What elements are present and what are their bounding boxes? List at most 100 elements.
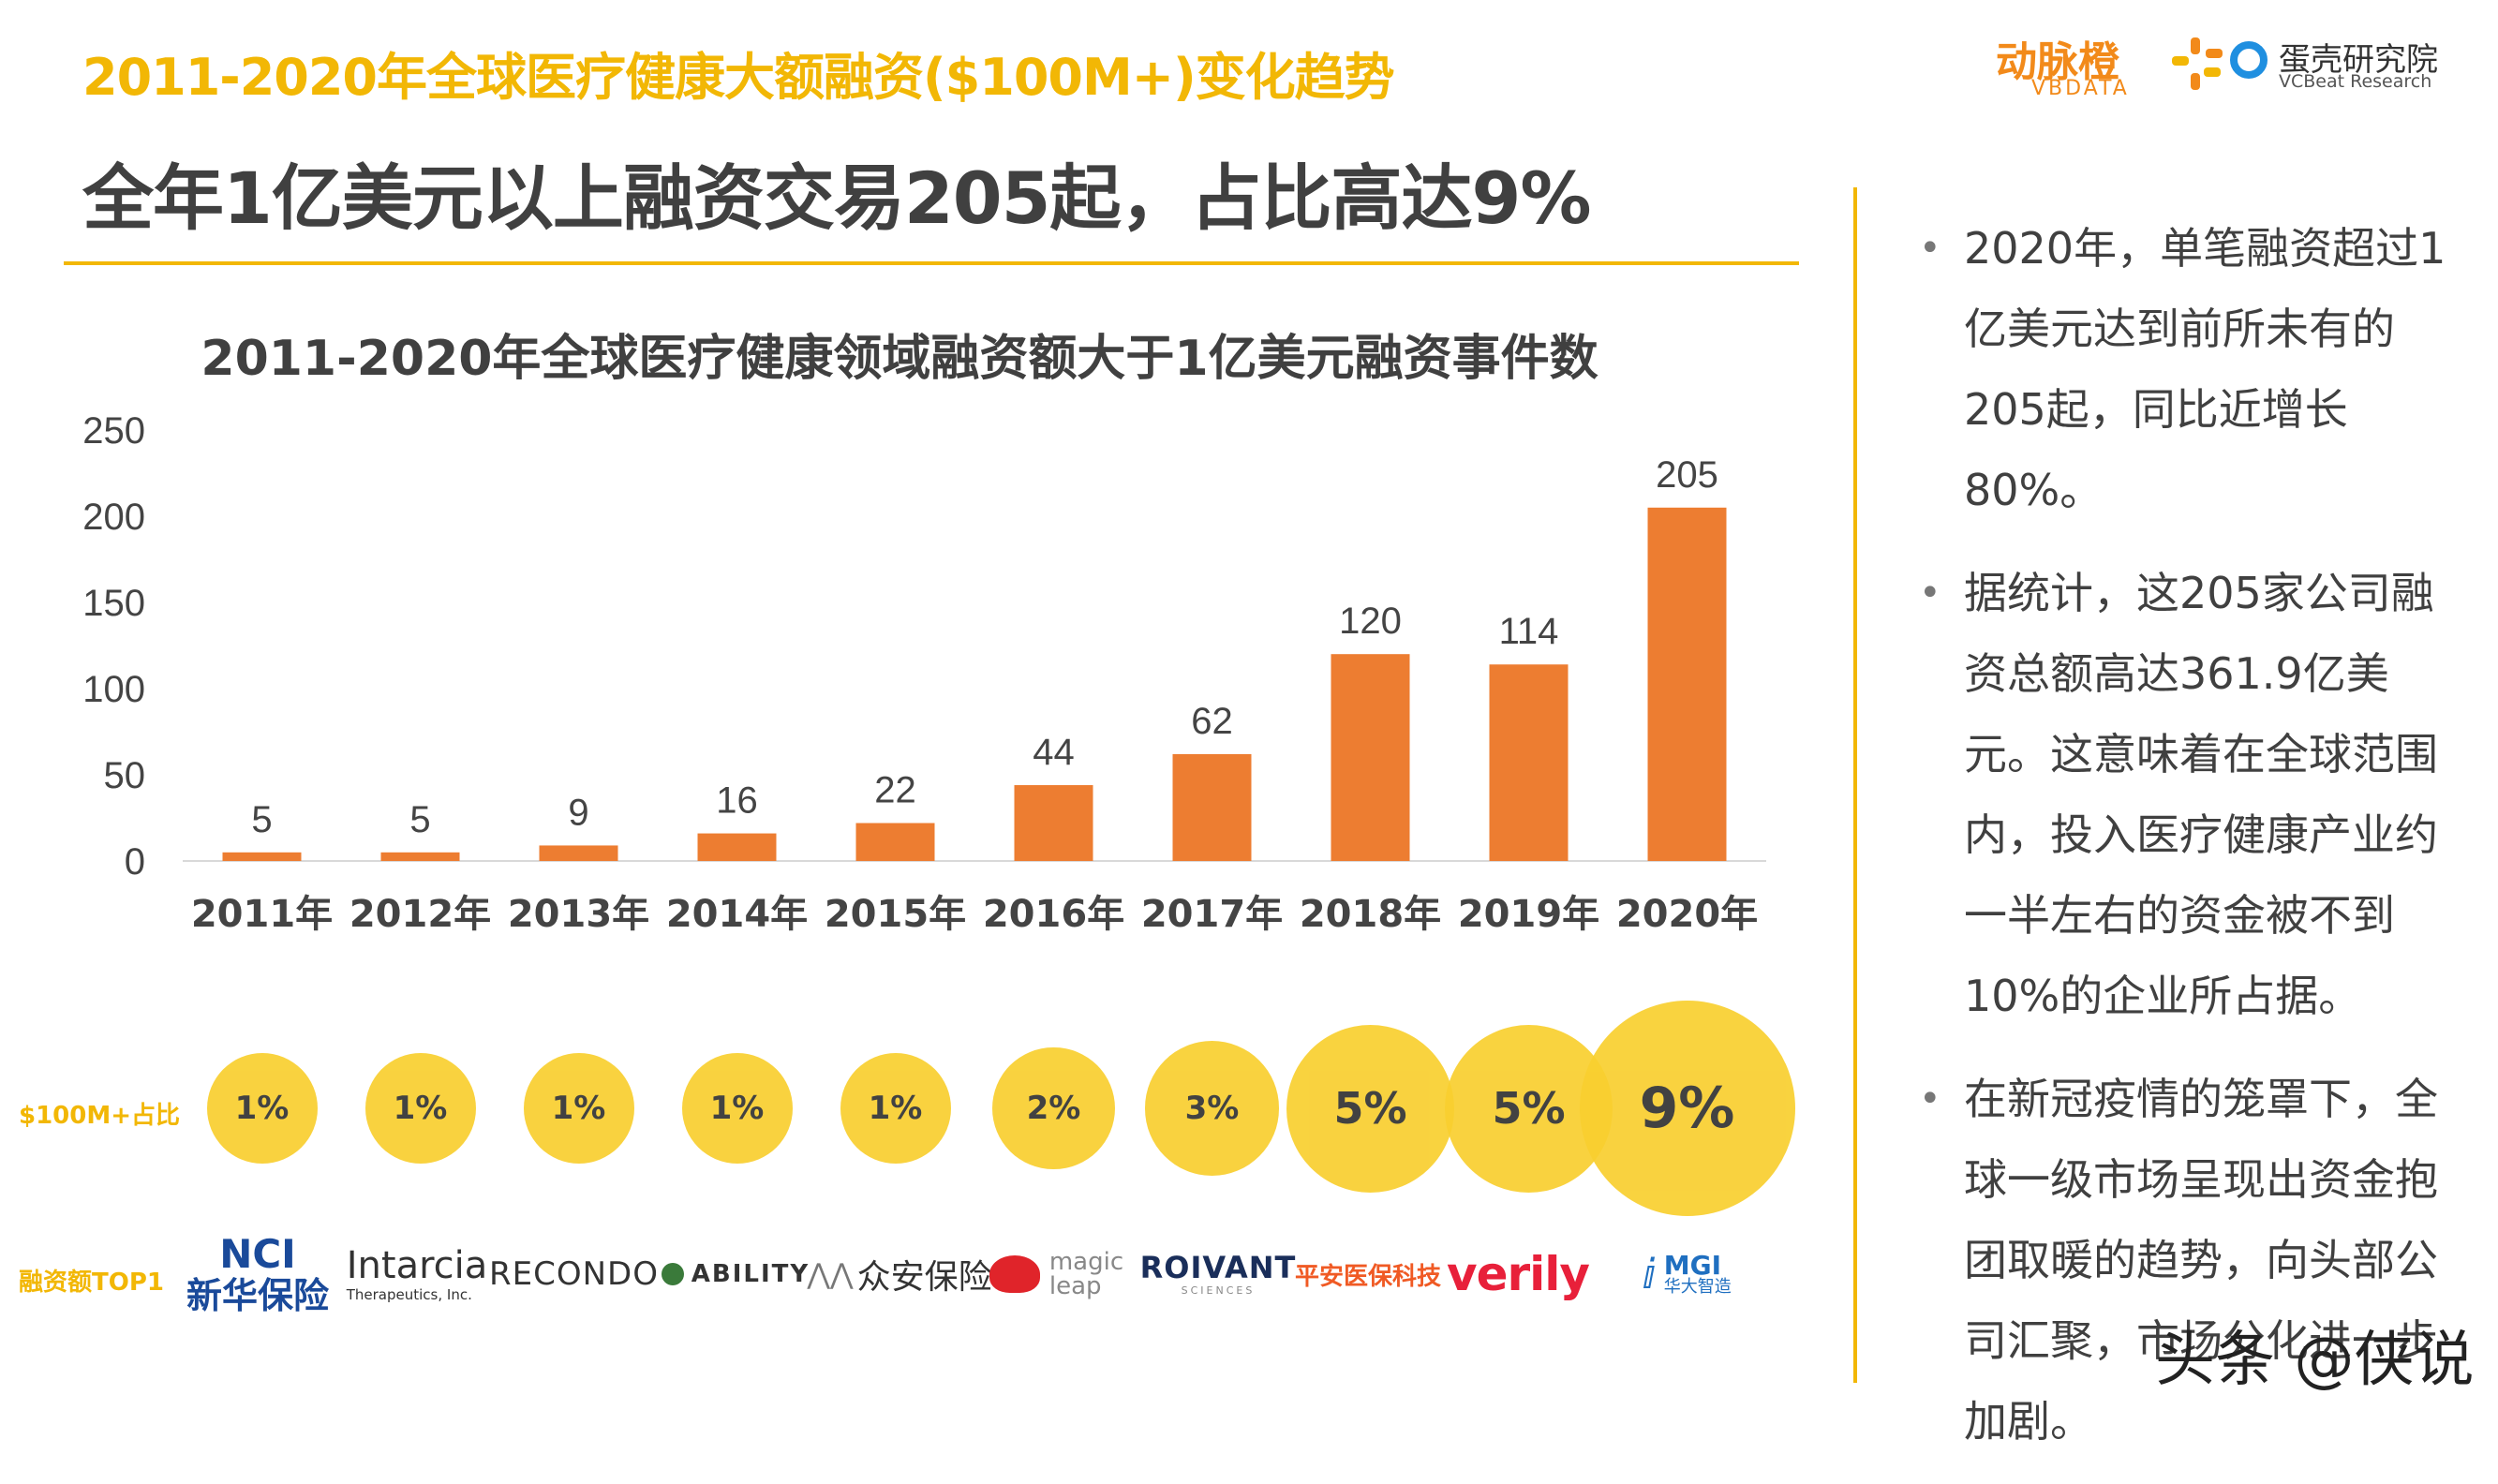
- share-bubble: 5%: [1286, 1024, 1454, 1193]
- bar-data-label: 9: [568, 792, 588, 833]
- company-logo-zhongan: ⋀⋀ 众安保险: [807, 1227, 991, 1321]
- bar-data-label: 22: [874, 770, 916, 811]
- insight-bullet-text: 据统计，这205家公司融资总额高达361.9亿美元。这意味着在全球范围内，投入医…: [1964, 568, 2438, 1021]
- bullet-dot-icon: •: [1919, 227, 1941, 270]
- company-logo-nci-line2: 新华保险: [186, 1275, 329, 1316]
- bar-data-label: 16: [716, 780, 758, 822]
- share-bubble: 3%: [1144, 1041, 1280, 1176]
- x-tick-label: 2016年: [983, 893, 1124, 936]
- magicleap-mark-icon: [989, 1255, 1040, 1293]
- bar-data-label: 120: [1339, 601, 1402, 642]
- vcbeat-logo-en: VCBeat Research: [2279, 71, 2432, 92]
- bar: [1172, 753, 1252, 861]
- y-tick-label: 100: [82, 669, 145, 710]
- bar-chart: 0 50 100 150 200 250 5 2011年 5 2012年 9 2013年 16 2014年…: [82, 410, 1766, 936]
- bar: [380, 852, 460, 861]
- bar-data-label: 5: [251, 799, 272, 840]
- side-divider: [1853, 187, 1857, 1383]
- x-tick-label: 2012年: [349, 893, 491, 936]
- bar-data-label: 5: [409, 799, 430, 840]
- share-bubble: 2%: [992, 1046, 1115, 1170]
- x-tick-label: 2017年: [1141, 893, 1283, 936]
- vbdata-logo-cn: 动脉橙: [1996, 38, 2119, 86]
- insight-bullet-text: 2020年，单笔融资超过1亿美元达到前所未有的205起，同比近增长80%。: [1964, 223, 2446, 515]
- share-row-label: $100M+占比: [19, 1102, 181, 1130]
- insight-bullet: • 2020年，单笔融资超过1亿美元达到前所未有的205起，同比近增长80%。: [1911, 208, 2474, 530]
- company-logo-ability: ABILITY: [656, 1227, 815, 1321]
- insight-bullets: • 2020年，单笔融资超过1亿美元达到前所未有的205起，同比近增长80%。 …: [1911, 208, 2474, 1484]
- mgi-mark-icon: ⅈ: [1642, 1250, 1657, 1298]
- company-logo-nci-line1: NCI: [219, 1231, 296, 1277]
- y-tick-label: 250: [82, 410, 145, 452]
- company-logo-intarcia-line1: Intarcia: [346, 1243, 488, 1287]
- vbdata-logo-en: VBDATA: [2031, 77, 2130, 100]
- headline: 全年1亿美元以上融资交易205起，占比高达9%: [82, 156, 1592, 240]
- insight-bullet: • 据统计，这205家公司融资总额高达361.9亿美元。这意味着在全球范围内，投…: [1911, 553, 2474, 1036]
- bar: [855, 823, 935, 861]
- company-logo-roivant-line1: ROIVANT: [1139, 1250, 1297, 1285]
- x-tick-label: 2018年: [1300, 893, 1441, 936]
- company-logo-pingan-text: 平安医保科技: [1295, 1262, 1442, 1291]
- company-logo-verily: verily: [1446, 1227, 1590, 1321]
- company-logo-mgi: ⅈ MGI 华大智造: [1616, 1227, 1757, 1321]
- bar-data-label: 205: [1656, 454, 1718, 496]
- y-tick-label: 0: [125, 841, 145, 883]
- bar-data-label: 114: [1499, 611, 1559, 652]
- bar: [539, 845, 618, 861]
- x-tick-label: 2011年: [191, 893, 333, 936]
- bullet-dot-icon: •: [1919, 571, 1941, 615]
- company-logo-roivant: ROIVANT SCIENCES: [1140, 1227, 1296, 1321]
- bar: [1331, 654, 1410, 861]
- insight-bullet: • 在新冠疫情的笼罩下，全球一级市场呈现出资金抱团取暖的趋势，向头部公司汇聚，市…: [1911, 1059, 2474, 1462]
- company-logo-recondo-text: RECONDO: [489, 1255, 659, 1293]
- bullet-dot-icon: •: [1919, 1077, 1941, 1120]
- bar: [1489, 664, 1569, 861]
- company-logo-verily-text: verily: [1446, 1247, 1590, 1301]
- chart-title: 2011-2020年全球医疗健康领域融资额大于1亿美元融资事件数: [201, 331, 1598, 387]
- company-logo-nci: NCI 新华保险: [183, 1227, 333, 1321]
- vcbeat-logo: 蛋壳研究院 VCBeat Research: [2230, 34, 2464, 99]
- x-tick-label: 2013年: [508, 893, 649, 936]
- bar: [1647, 507, 1727, 861]
- company-logo-recondo: RECONDO: [489, 1227, 658, 1321]
- x-tick-label: 2019年: [1458, 893, 1599, 936]
- zhongan-mark-icon: ⋀⋀: [807, 1257, 854, 1291]
- vbdata-mark-icon: [2172, 37, 2223, 90]
- vbdata-logo: 动脉橙 VBDATA: [1996, 28, 2223, 103]
- company-logo-intarcia: Intarcia Therapeutics, Inc.: [342, 1227, 492, 1321]
- bar: [697, 833, 777, 861]
- company-logo-zhongan-text: 众安保险: [856, 1258, 992, 1297]
- top-company-row-label: 融资额TOP1: [19, 1269, 164, 1297]
- x-tick-label: 2015年: [825, 893, 966, 936]
- bar: [222, 852, 302, 861]
- company-logo-intarcia-line2: Therapeutics, Inc.: [346, 1285, 472, 1303]
- bar-data-label: 62: [1191, 701, 1233, 742]
- share-bubble: 9%: [1579, 1001, 1795, 1216]
- x-tick-label: 2020年: [1616, 893, 1758, 936]
- company-logo-pingan: 平安医保科技: [1295, 1227, 1442, 1321]
- y-tick-label: 150: [82, 583, 145, 624]
- x-tick-label: 2014年: [666, 893, 808, 936]
- company-logo-magicleap: magic leap: [979, 1227, 1134, 1321]
- company-logo-ability-text: ABILITY: [691, 1260, 810, 1288]
- share-bubble: 1%: [364, 1053, 476, 1164]
- y-tick-label: 50: [104, 755, 146, 796]
- company-logo-roivant-line2: SCIENCES: [1181, 1284, 1256, 1297]
- bar: [1014, 785, 1093, 861]
- share-bubble: 1%: [523, 1053, 634, 1164]
- share-bubble: 1%: [206, 1053, 318, 1164]
- page-header-title: 2011-2020年全球医疗健康大额融资($100M+)变化趋势: [82, 48, 1395, 107]
- company-logo-magicleap-line1: magic: [1048, 1248, 1124, 1276]
- headline-divider: [64, 261, 1799, 265]
- vcbeat-ring-icon: [2230, 41, 2268, 79]
- ability-mark-icon: [661, 1263, 684, 1285]
- share-bubble: 1%: [681, 1053, 793, 1164]
- company-logo-mgi-line2: 华大智造: [1663, 1277, 1732, 1297]
- watermark: 头条 @侠说: [2155, 1326, 2475, 1395]
- company-logo-magicleap-line2: leap: [1048, 1272, 1102, 1300]
- bar-data-label: 44: [1033, 732, 1075, 773]
- share-bubble: 1%: [840, 1053, 951, 1164]
- vcbeat-logo-cn: 蛋壳研究院: [2279, 41, 2438, 79]
- y-tick-label: 200: [82, 497, 145, 538]
- company-logo-mgi-line1: MGI: [1663, 1250, 1721, 1281]
